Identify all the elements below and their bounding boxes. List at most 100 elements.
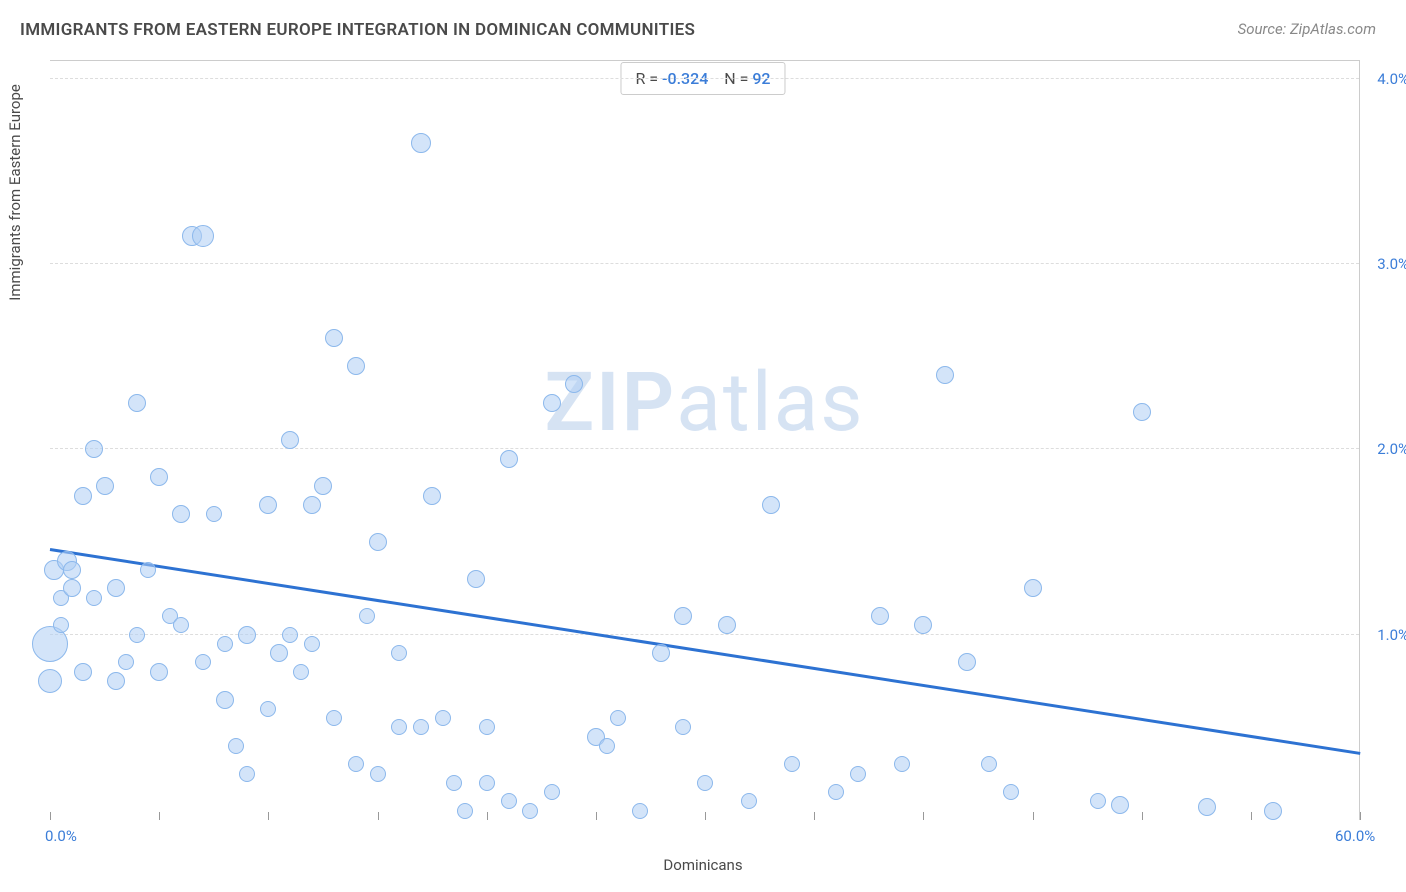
data-point: [128, 394, 146, 412]
x-tick-mark: [923, 812, 924, 820]
data-point: [282, 627, 298, 643]
x-tick-mark: [50, 812, 51, 820]
data-point: [914, 616, 932, 634]
y-tick-label: 4.0%: [1364, 70, 1406, 88]
data-point: [74, 663, 92, 681]
x-tick-mark: [487, 812, 488, 820]
data-point: [981, 756, 997, 772]
data-point: [871, 607, 889, 625]
data-point: [697, 775, 713, 791]
data-point: [1264, 802, 1282, 820]
data-point: [140, 562, 156, 578]
data-point: [107, 579, 125, 597]
scatter-plot: ZIPatlas 1.0%2.0%3.0%4.0%0.0%60.0%: [50, 60, 1360, 820]
x-tick-mark: [596, 812, 597, 820]
data-point: [173, 617, 189, 633]
data-point: [195, 654, 211, 670]
data-point: [238, 626, 256, 644]
y-axis-label: Immigrants from Eastern Europe: [6, 84, 24, 301]
watermark-bold: ZIP: [544, 355, 676, 451]
data-point: [259, 496, 277, 514]
data-point: [828, 784, 844, 800]
data-point: [150, 663, 168, 681]
data-point: [74, 487, 92, 505]
data-point: [501, 793, 517, 809]
data-point: [599, 738, 615, 754]
data-point: [544, 784, 560, 800]
x-tick-mark: [268, 812, 269, 820]
data-point: [129, 627, 145, 643]
x-axis-label: Dominicans: [663, 856, 742, 874]
data-point: [610, 710, 626, 726]
x-tick-mark: [159, 812, 160, 820]
data-point: [718, 616, 736, 634]
data-point: [522, 803, 538, 819]
data-point: [850, 766, 866, 782]
data-point: [675, 719, 691, 735]
data-point: [281, 431, 299, 449]
data-point: [303, 496, 321, 514]
data-point: [326, 710, 342, 726]
data-point: [228, 738, 244, 754]
data-point: [435, 710, 451, 726]
data-point: [762, 496, 780, 514]
data-point: [348, 756, 364, 772]
data-point: [85, 440, 103, 458]
data-point: [1090, 793, 1106, 809]
data-point: [500, 450, 518, 468]
data-point: [391, 645, 407, 661]
data-point: [217, 636, 233, 652]
data-point: [467, 570, 485, 588]
data-point: [936, 366, 954, 384]
data-point: [86, 590, 102, 606]
data-point: [118, 654, 134, 670]
data-point: [391, 719, 407, 735]
source-label: Source: ZipAtlas.com: [1238, 20, 1376, 38]
data-point: [1111, 796, 1129, 814]
data-point: [216, 691, 234, 709]
data-point: [1024, 579, 1042, 597]
data-point: [150, 468, 168, 486]
data-point: [260, 701, 276, 717]
gridline: [50, 263, 1359, 264]
y-tick-label: 1.0%: [1364, 626, 1406, 644]
x-tick-mark: [705, 812, 706, 820]
data-point: [446, 775, 462, 791]
data-point: [206, 506, 222, 522]
data-point: [359, 608, 375, 624]
x-tick-mark: [378, 812, 379, 820]
data-point: [652, 644, 670, 662]
data-point: [413, 719, 429, 735]
x-tick-label: 60.0%: [1335, 827, 1375, 845]
data-point: [1003, 784, 1019, 800]
gridline: [50, 448, 1359, 449]
gridline: [50, 78, 1359, 79]
data-point: [543, 394, 561, 412]
chart-title: IMMIGRANTS FROM EASTERN EUROPE INTEGRATI…: [20, 20, 695, 40]
data-point: [457, 803, 473, 819]
trend-line: [50, 548, 1360, 755]
data-point: [370, 766, 386, 782]
x-tick-mark: [1360, 812, 1361, 820]
data-point: [63, 579, 81, 597]
x-tick-mark: [814, 812, 815, 820]
data-point: [411, 133, 431, 153]
data-point: [632, 803, 648, 819]
data-point: [565, 375, 583, 393]
data-point: [293, 664, 309, 680]
data-point: [38, 669, 62, 693]
data-point: [1133, 403, 1151, 421]
watermark-light: atlas: [676, 355, 864, 451]
data-point: [784, 756, 800, 772]
data-point: [423, 487, 441, 505]
y-tick-label: 2.0%: [1364, 440, 1406, 458]
data-point: [479, 719, 495, 735]
data-point: [314, 477, 332, 495]
data-point: [63, 561, 81, 579]
data-point: [958, 653, 976, 671]
data-point: [96, 477, 114, 495]
data-point: [479, 775, 495, 791]
data-point: [304, 636, 320, 652]
x-tick-label: 0.0%: [45, 827, 77, 845]
data-point: [53, 617, 69, 633]
